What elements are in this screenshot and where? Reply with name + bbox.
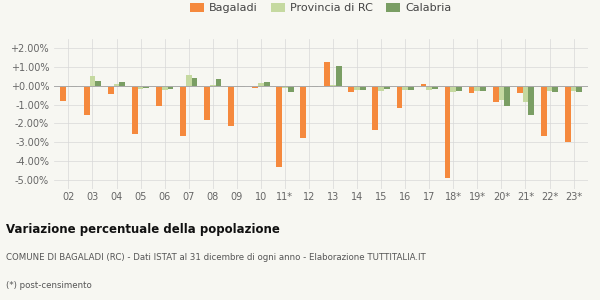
Bar	[167, 86, 173, 89]
Bar	[301, 86, 306, 138]
Bar	[143, 86, 149, 88]
Bar	[451, 86, 456, 92]
Bar	[113, 84, 119, 86]
Text: Variazione percentuale della popolazione: Variazione percentuale della popolazione	[6, 224, 280, 236]
Bar	[312, 86, 317, 87]
Bar	[504, 86, 510, 106]
Bar	[373, 86, 378, 130]
Bar	[349, 86, 354, 92]
Bar	[541, 86, 547, 136]
Bar	[403, 86, 408, 90]
Bar	[354, 86, 360, 90]
Bar	[65, 86, 71, 87]
Bar	[288, 86, 293, 92]
Bar	[336, 66, 341, 86]
Bar	[384, 86, 390, 89]
Bar	[456, 86, 462, 91]
Bar	[191, 78, 197, 86]
Bar	[306, 86, 312, 87]
Bar	[204, 86, 210, 120]
Bar	[252, 86, 258, 88]
Bar	[282, 86, 288, 88]
Bar	[258, 83, 264, 86]
Bar	[186, 75, 191, 86]
Bar	[108, 86, 113, 94]
Bar	[547, 86, 553, 91]
Bar	[138, 86, 143, 89]
Bar	[95, 81, 101, 86]
Bar	[119, 82, 125, 86]
Bar	[553, 86, 558, 92]
Bar	[162, 86, 167, 90]
Bar	[210, 85, 215, 86]
Bar	[276, 86, 282, 166]
Bar	[228, 86, 234, 126]
Bar	[378, 86, 384, 91]
Bar	[565, 86, 571, 142]
Bar	[523, 86, 529, 102]
Bar	[234, 86, 239, 87]
Bar	[360, 86, 366, 90]
Bar	[469, 86, 475, 93]
Bar	[325, 62, 330, 86]
Bar	[529, 86, 534, 115]
Bar	[215, 79, 221, 86]
Bar	[499, 86, 504, 100]
Bar	[577, 86, 582, 92]
Bar	[427, 86, 432, 90]
Bar	[475, 86, 480, 91]
Bar	[84, 86, 89, 115]
Bar	[132, 86, 138, 134]
Bar	[480, 86, 486, 91]
Bar	[432, 86, 438, 89]
Bar	[156, 86, 162, 106]
Bar	[330, 85, 336, 86]
Bar	[180, 86, 186, 136]
Text: COMUNE DI BAGALADI (RC) - Dati ISTAT al 31 dicembre di ogni anno - Elaborazione : COMUNE DI BAGALADI (RC) - Dati ISTAT al …	[6, 254, 426, 262]
Bar	[264, 82, 269, 86]
Bar	[71, 86, 77, 87]
Bar	[493, 86, 499, 102]
Bar	[60, 86, 65, 101]
Bar	[517, 86, 523, 93]
Bar	[408, 86, 414, 90]
Bar	[445, 86, 451, 178]
Bar	[421, 84, 427, 86]
Legend: Bagaladi, Provincia di RC, Calabria: Bagaladi, Provincia di RC, Calabria	[187, 0, 455, 17]
Bar	[397, 86, 403, 108]
Bar	[571, 86, 577, 91]
Text: (*) post-censimento: (*) post-censimento	[6, 280, 92, 290]
Bar	[89, 76, 95, 86]
Bar	[239, 86, 245, 87]
